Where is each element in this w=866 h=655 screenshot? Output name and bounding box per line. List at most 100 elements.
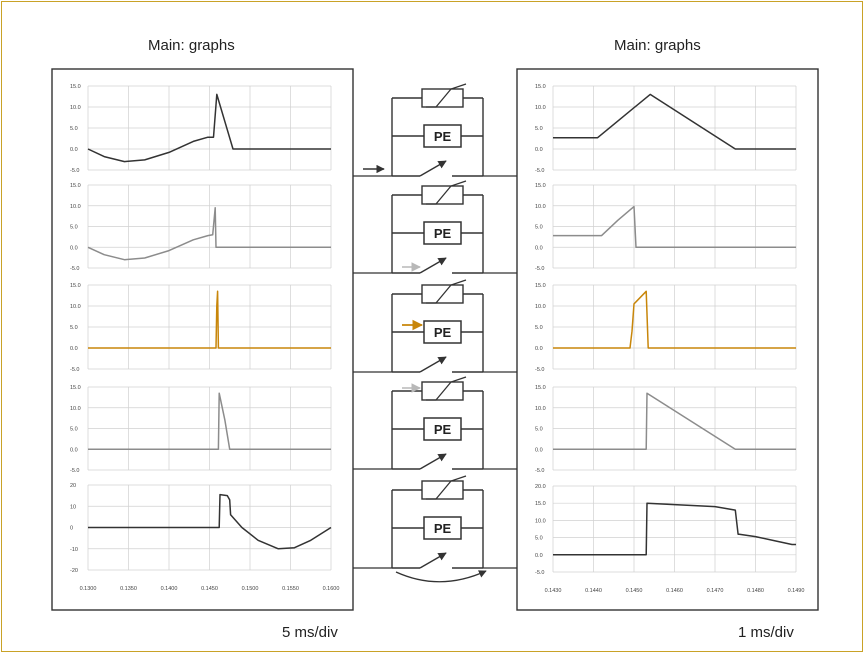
y-tick-label: 15.0 bbox=[70, 283, 81, 289]
y-tick-label: -5.0 bbox=[70, 266, 79, 272]
y-tick-label: 20 bbox=[70, 483, 76, 489]
varistor-curve bbox=[426, 83, 467, 108]
x-tick-label: 0.1430 bbox=[545, 588, 562, 594]
varistor-icon bbox=[421, 381, 464, 401]
series-line bbox=[553, 290, 796, 349]
y-tick-label: -5.0 bbox=[535, 266, 544, 272]
series-line bbox=[88, 493, 332, 550]
y-tick-label: 15.0 bbox=[535, 283, 546, 289]
x-tick-label: 0.1600 bbox=[323, 586, 340, 592]
y-tick-label: 0.0 bbox=[535, 245, 543, 251]
y-tick-label: 15.0 bbox=[535, 501, 546, 507]
y-tick-label: 10.0 bbox=[70, 105, 81, 111]
varistor-icon bbox=[421, 185, 464, 205]
left-chart-1: 15.0 10.0 5.0 0.0 -5.0 bbox=[70, 183, 332, 272]
series-line bbox=[88, 392, 331, 451]
y-tick-label: -5.0 bbox=[70, 468, 79, 474]
x-tick-label: 0.1450 bbox=[626, 588, 643, 594]
y-tick-label: 15.0 bbox=[535, 385, 546, 391]
right-time-scale: 1 ms/div bbox=[738, 624, 794, 641]
x-tick-label: 0.1350 bbox=[120, 586, 137, 592]
y-tick-label: 10.0 bbox=[535, 204, 546, 210]
series-line bbox=[87, 93, 331, 163]
y-tick-label: -5.0 bbox=[535, 168, 544, 174]
y-tick-label: 0.0 bbox=[535, 553, 543, 559]
varistor-curve bbox=[426, 180, 467, 205]
x-tick-label: 0.1400 bbox=[161, 586, 178, 592]
pe-label: PE bbox=[434, 129, 452, 144]
series-line bbox=[87, 207, 331, 261]
pe-label: PE bbox=[434, 422, 452, 437]
pe-box bbox=[423, 320, 462, 344]
y-tick-label: 5.0 bbox=[535, 225, 543, 231]
pe-box bbox=[423, 417, 462, 441]
y-tick-label: -5.0 bbox=[70, 367, 79, 373]
y-tick-label: 0.0 bbox=[535, 346, 543, 352]
y-tick-label: 0.0 bbox=[70, 447, 78, 453]
series-line bbox=[88, 290, 331, 349]
pe-label: PE bbox=[434, 226, 452, 241]
y-tick-label: 15.0 bbox=[535, 84, 546, 90]
right-panel-frame bbox=[516, 68, 819, 611]
switch-blade-icon bbox=[419, 160, 447, 177]
varistor-curve bbox=[426, 279, 467, 304]
left-chart-4: 20 10 0 -10 -20 0.1300 0.1350 0.1400 0.1450 0.150… bbox=[70, 483, 339, 592]
y-tick-label: 0.0 bbox=[70, 245, 78, 251]
right-chart-7: 15.0 10.0 5.0 0.0 -5.0 bbox=[535, 283, 797, 373]
x-tick-label: 0.1500 bbox=[242, 586, 259, 592]
x-tick-label: 0.1470 bbox=[707, 588, 724, 594]
circuits-layer: PE PE PE PE PE bbox=[353, 83, 517, 569]
x-tick-label: 0.1300 bbox=[80, 586, 97, 592]
right-panel-title: Main: graphs bbox=[614, 37, 701, 54]
series-line bbox=[553, 93, 796, 150]
varistor-icon bbox=[421, 88, 464, 108]
y-tick-label: 5.0 bbox=[535, 126, 543, 132]
left-chart-3: 15.0 10.0 5.0 0.0 -5.0 bbox=[70, 385, 332, 474]
y-tick-label: 5.0 bbox=[70, 325, 78, 331]
y-tick-label: -5.0 bbox=[70, 168, 79, 174]
x-tick-label: 0.1550 bbox=[282, 586, 299, 592]
switch-blade-icon bbox=[419, 453, 447, 470]
y-tick-label: 10.0 bbox=[70, 304, 81, 310]
y-tick-label: 10.0 bbox=[535, 518, 546, 524]
switch-blade-icon bbox=[419, 356, 447, 373]
left-time-scale: 5 ms/div bbox=[282, 624, 338, 641]
switch-blade-icon bbox=[419, 257, 447, 274]
y-tick-label: 10.0 bbox=[70, 406, 81, 412]
y-tick-label: 0.0 bbox=[535, 447, 543, 453]
left-panel-frame bbox=[51, 68, 354, 611]
pe-label: PE bbox=[434, 325, 452, 340]
y-tick-label: -20 bbox=[70, 568, 78, 574]
y-tick-label: 0.0 bbox=[535, 147, 543, 153]
y-tick-label: 5.0 bbox=[70, 126, 78, 132]
y-tick-label: 10.0 bbox=[535, 105, 546, 111]
y-tick-label: 15.0 bbox=[70, 84, 81, 90]
circuit-2: PE bbox=[353, 180, 517, 274]
right-chart-9: 20.0 15.0 10.0 5.0 0.0 -5.0 0.1430 0.1440 0.1450… bbox=[535, 484, 804, 594]
varistor-icon bbox=[421, 284, 464, 304]
y-tick-label: -5.0 bbox=[535, 367, 544, 373]
y-tick-label: 0.0 bbox=[70, 147, 78, 153]
y-tick-label: -5.0 bbox=[535, 570, 544, 576]
y-tick-label: 5.0 bbox=[70, 225, 78, 231]
y-tick-label: 10.0 bbox=[70, 204, 81, 210]
series-line bbox=[553, 392, 796, 451]
y-tick-label: 5.0 bbox=[70, 427, 78, 433]
left-panel-title: Main: graphs bbox=[148, 37, 235, 54]
y-tick-label: 0.0 bbox=[70, 346, 78, 352]
right-chart-8: 15.0 10.0 5.0 0.0 -5.0 bbox=[535, 385, 797, 474]
x-tick-label: 0.1480 bbox=[747, 588, 764, 594]
x-tick-label: 0.1450 bbox=[201, 586, 218, 592]
pe-box bbox=[423, 124, 462, 148]
y-tick-label: 5.0 bbox=[535, 427, 543, 433]
varistor-curve bbox=[426, 475, 467, 500]
pe-box bbox=[423, 221, 462, 245]
series-line bbox=[553, 205, 796, 249]
pe-box bbox=[423, 516, 462, 540]
pe-label: PE bbox=[434, 521, 452, 536]
y-tick-label: 10.0 bbox=[535, 304, 546, 310]
y-tick-label: -10 bbox=[70, 547, 78, 553]
y-tick-label: 15.0 bbox=[70, 183, 81, 189]
